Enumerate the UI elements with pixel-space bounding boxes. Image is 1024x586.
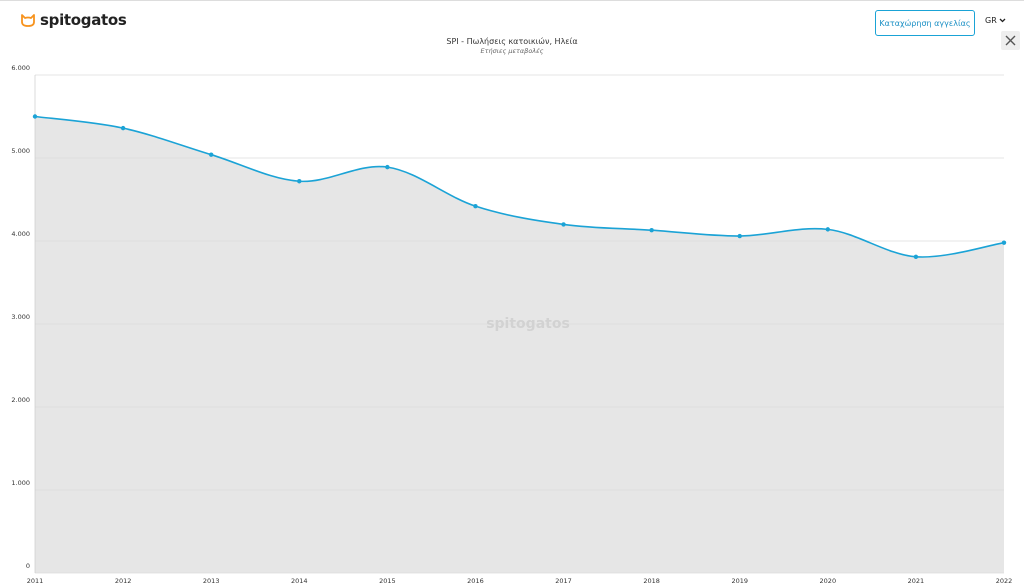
line xyxy=(34,115,1005,258)
x-tick-label: 2011 xyxy=(27,577,44,585)
x-tick-label: 2017 xyxy=(555,577,572,585)
point xyxy=(208,152,214,157)
logo-text: spitogatos xyxy=(40,11,127,29)
point xyxy=(120,125,126,131)
x-tick-label: 2018 xyxy=(643,577,660,585)
y-tick-label: 3.000 xyxy=(11,313,30,321)
close-icon xyxy=(1005,35,1016,46)
x-tick-label: 2016 xyxy=(467,577,484,585)
point xyxy=(1001,240,1007,245)
x-tick-label: 2021 xyxy=(908,577,925,585)
point xyxy=(473,203,478,209)
x-tick-label: 2020 xyxy=(820,577,837,585)
language-label: GR xyxy=(985,16,997,25)
chart-subtitle: Ετήσιες μεταβολές xyxy=(480,47,543,55)
logo[interactable]: spitogatos xyxy=(20,11,127,29)
y-tick-label: 1.000 xyxy=(11,479,30,487)
y-tick-label: 0 xyxy=(26,562,30,570)
watermark: spitogatos xyxy=(486,316,570,332)
chart-title: SPI - Πωλήσεις κατοικιών, Ηλεία xyxy=(446,36,577,46)
point xyxy=(32,114,38,119)
y-tick-label: 5.000 xyxy=(11,147,30,155)
area xyxy=(35,116,1004,573)
close-button[interactable] xyxy=(1001,31,1020,50)
point xyxy=(385,164,390,170)
point xyxy=(297,179,302,184)
point xyxy=(737,233,742,239)
post-ad-button[interactable]: Καταχώρηση αγγελίας xyxy=(875,10,975,36)
x-tick-label: 2013 xyxy=(203,577,220,585)
point xyxy=(825,227,831,232)
point xyxy=(561,222,566,227)
x-tick-label: 2015 xyxy=(379,577,396,585)
y-tick-label: 4.000 xyxy=(11,230,30,238)
chevron xyxy=(999,18,1006,23)
point xyxy=(913,254,919,259)
language-selector[interactable]: GR xyxy=(985,16,1006,25)
x-tick-label: 2012 xyxy=(115,577,132,585)
y-tick-label: 2.000 xyxy=(11,396,30,404)
x-tick-label: 2022 xyxy=(996,577,1013,585)
x-tick-label: 2014 xyxy=(291,577,308,585)
y-tick-label: 6.000 xyxy=(11,64,30,72)
point xyxy=(649,228,654,233)
x-tick-label: 2019 xyxy=(731,577,748,585)
logo-icon xyxy=(21,14,35,27)
